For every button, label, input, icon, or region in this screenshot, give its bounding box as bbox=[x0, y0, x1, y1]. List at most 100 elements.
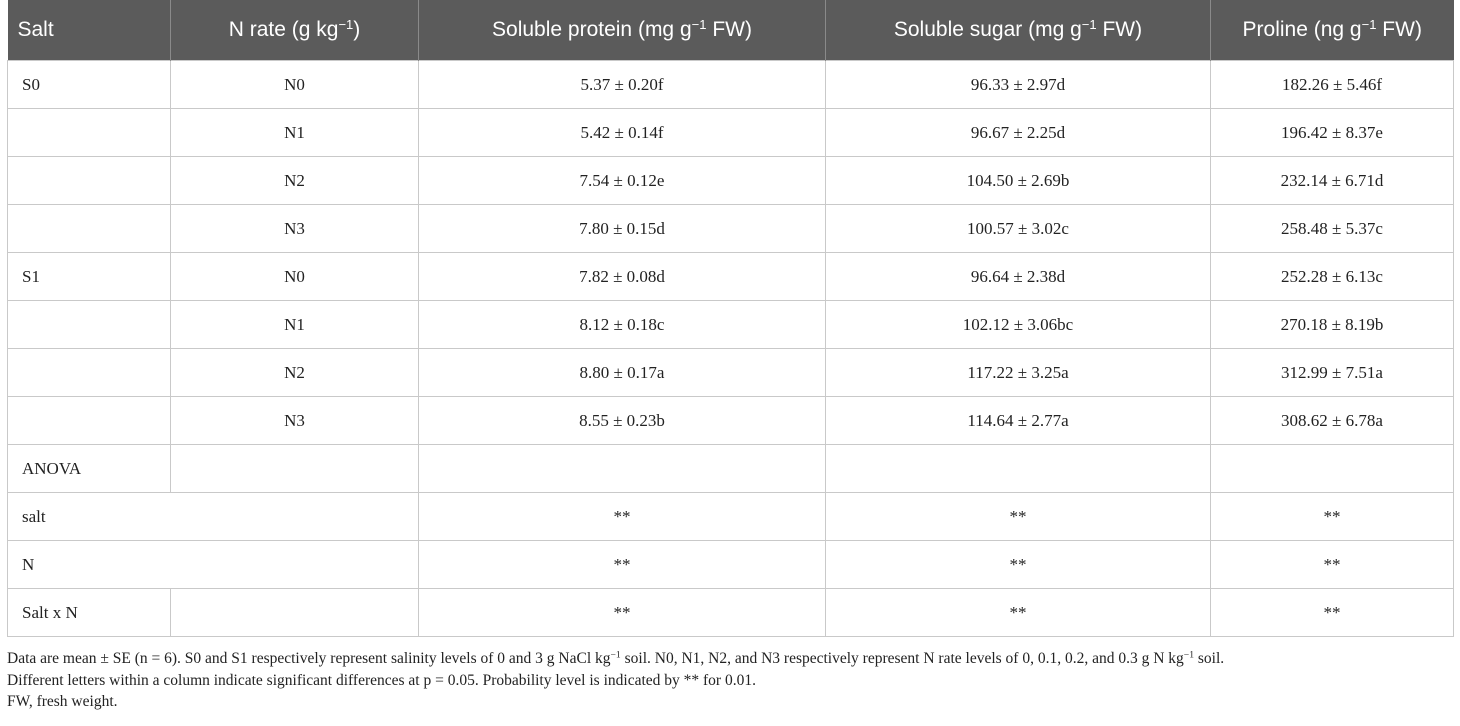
superscript: −1 bbox=[1361, 16, 1377, 32]
table-cell: ** bbox=[1210, 492, 1454, 541]
header-row: Salt N rate (g kg−1) Soluble protein (mg g… bbox=[7, 0, 1454, 61]
table-cell: N1 bbox=[170, 108, 419, 157]
table-row: salt ** ** ** bbox=[7, 492, 1454, 541]
text-segment: FW) bbox=[1096, 18, 1143, 41]
header-cell: Salt bbox=[7, 0, 171, 61]
footnotes: Data are mean ± SE (n = 6). S0 and S1 re… bbox=[7, 648, 1453, 713]
table-cell: 8.12 ± 0.18c bbox=[418, 300, 826, 349]
table-row: N3 7.80 ± 0.15d 100.57 ± 3.02c 258.48 ± 5.3… bbox=[7, 204, 1454, 253]
table-row: N2 7.54 ± 0.12e 104.50 ± 2.69b 232.14 ± 6.7… bbox=[7, 156, 1454, 205]
text-segment: FW) bbox=[706, 18, 752, 41]
table-cell: 270.18 ± 8.19b bbox=[1210, 300, 1454, 349]
table-row: S0 N0 5.37 ± 0.20f 96.33 ± 2.97d 182.26 ± 5.… bbox=[7, 60, 1454, 109]
data-table: Salt N rate (g kg−1) Soluble protein (mg g… bbox=[7, 0, 1454, 637]
table-cell: S0 bbox=[7, 60, 171, 109]
text-segment: soil. bbox=[1194, 650, 1225, 667]
table-cell: ** bbox=[825, 540, 1211, 589]
superscript: −1 bbox=[1081, 16, 1097, 32]
footnote: Data are mean ± SE (n = 6). S0 and S1 re… bbox=[7, 648, 1453, 670]
table-cell bbox=[825, 444, 1211, 493]
table-container: Salt N rate (g kg−1) Soluble protein (mg g… bbox=[7, 0, 1454, 637]
table-cell: ** bbox=[418, 492, 826, 541]
table-row: N3 8.55 ± 0.23b 114.64 ± 2.77a 308.62 ± 6.7… bbox=[7, 396, 1454, 445]
table-row: S1 N0 7.82 ± 0.08d 96.64 ± 2.38d 252.28 ± 6.… bbox=[7, 252, 1454, 301]
table-cell: ** bbox=[825, 492, 1211, 541]
table-cell: 8.55 ± 0.23b bbox=[418, 396, 826, 445]
table-cell bbox=[7, 204, 171, 253]
header-cell: Soluble sugar (mg g−1 FW) bbox=[825, 0, 1211, 61]
text-segment: Soluble protein (mg g bbox=[492, 18, 692, 41]
table-cell: 100.57 ± 3.02c bbox=[825, 204, 1211, 253]
table-cell: 7.54 ± 0.12e bbox=[418, 156, 826, 205]
table-cell: 96.67 ± 2.25d bbox=[825, 108, 1211, 157]
table-cell: ** bbox=[1210, 540, 1454, 589]
text-segment: FW, fresh weight. bbox=[7, 693, 118, 710]
text-segment: N rate (g kg bbox=[228, 18, 339, 41]
text-segment: Different letters within a column indica… bbox=[7, 671, 756, 689]
superscript: −1 bbox=[338, 16, 354, 32]
table-cell: 5.37 ± 0.20f bbox=[418, 60, 826, 109]
table-row: ANOVA bbox=[7, 444, 1454, 493]
table-row: N ** ** ** bbox=[7, 540, 1454, 589]
table-cell: 232.14 ± 6.71d bbox=[1210, 156, 1454, 205]
header-cell: N rate (g kg−1) bbox=[170, 0, 419, 61]
table-cell: 196.42 ± 8.37e bbox=[1210, 108, 1454, 157]
table-cell bbox=[7, 108, 171, 157]
table-cell: 114.64 ± 2.77a bbox=[825, 396, 1211, 445]
table-cell: N3 bbox=[170, 396, 419, 445]
table-cell: 104.50 ± 2.69b bbox=[825, 156, 1211, 205]
table-cell: 182.26 ± 5.46f bbox=[1210, 60, 1454, 109]
table-cell: N1 bbox=[170, 300, 419, 349]
footnote: Different letters within a column indica… bbox=[7, 670, 1453, 692]
table-cell: ** bbox=[1210, 588, 1454, 637]
table-cell: 312.99 ± 7.51a bbox=[1210, 348, 1454, 397]
table-body: S0 N0 5.37 ± 0.20f 96.33 ± 2.97d 182.26 ± 5.… bbox=[7, 60, 1454, 637]
text-segment: Data are mean ± SE (n = 6). S0 and S1 re… bbox=[7, 650, 611, 667]
table-cell bbox=[7, 156, 171, 205]
table-cell: N3 bbox=[170, 204, 419, 253]
superscript: −1 bbox=[1183, 649, 1194, 661]
superscript: −1 bbox=[691, 16, 707, 32]
table-cell bbox=[7, 348, 171, 397]
table-cell bbox=[418, 444, 826, 493]
text-segment: Soluble sugar (mg g bbox=[893, 18, 1082, 41]
table-cell: ANOVA bbox=[7, 444, 171, 493]
text-segment: ) bbox=[353, 18, 361, 41]
table-cell: 252.28 ± 6.13c bbox=[1210, 252, 1454, 301]
table-cell bbox=[170, 588, 419, 637]
table-cell: 308.62 ± 6.78a bbox=[1210, 396, 1454, 445]
table-cell: S1 bbox=[7, 252, 171, 301]
table-cell: N2 bbox=[170, 156, 419, 205]
table-row: N2 8.80 ± 0.17a 117.22 ± 3.25a 312.99 ± 7.5… bbox=[7, 348, 1454, 397]
table-cell: 8.80 ± 0.17a bbox=[418, 348, 826, 397]
text-segment: soil. N0, N1, N2, and N3 respectively re… bbox=[620, 650, 1184, 667]
table-cell: N0 bbox=[170, 60, 419, 109]
table-cell bbox=[7, 396, 171, 445]
table-row: N1 5.42 ± 0.14f 96.67 ± 2.25d 196.42 ± 8.37… bbox=[7, 108, 1454, 157]
text-segment: Proline (ng g bbox=[1242, 18, 1362, 41]
table-cell: ** bbox=[418, 588, 826, 637]
table-cell: 96.33 ± 2.97d bbox=[825, 60, 1211, 109]
table-row: Salt x N ** ** ** bbox=[7, 588, 1454, 637]
table-cell: 7.80 ± 0.15d bbox=[418, 204, 826, 253]
table-cell bbox=[1210, 444, 1454, 493]
table-cell bbox=[170, 444, 419, 493]
table-cell: N2 bbox=[170, 348, 419, 397]
header-cell: Proline (ng g−1 FW) bbox=[1210, 0, 1454, 61]
table-cell: N0 bbox=[170, 252, 419, 301]
table-cell: 102.12 ± 3.06bc bbox=[825, 300, 1211, 349]
table-cell: 5.42 ± 0.14f bbox=[418, 108, 826, 157]
table-cell: ** bbox=[418, 540, 826, 589]
text-segment: FW) bbox=[1376, 18, 1422, 41]
table-cell: 96.64 ± 2.38d bbox=[825, 252, 1211, 301]
superscript: −1 bbox=[610, 649, 621, 661]
table-cell: 117.22 ± 3.25a bbox=[825, 348, 1211, 397]
footnote: FW, fresh weight. bbox=[7, 691, 1453, 713]
table-row: N1 8.12 ± 0.18c 102.12 ± 3.06bc 270.18 ± 8.… bbox=[7, 300, 1454, 349]
table-cell: N bbox=[7, 540, 419, 589]
table-cell: 7.82 ± 0.08d bbox=[418, 252, 826, 301]
table-cell bbox=[7, 300, 171, 349]
header-cell: Soluble protein (mg g−1 FW) bbox=[418, 0, 826, 61]
table-cell: 258.48 ± 5.37c bbox=[1210, 204, 1454, 253]
